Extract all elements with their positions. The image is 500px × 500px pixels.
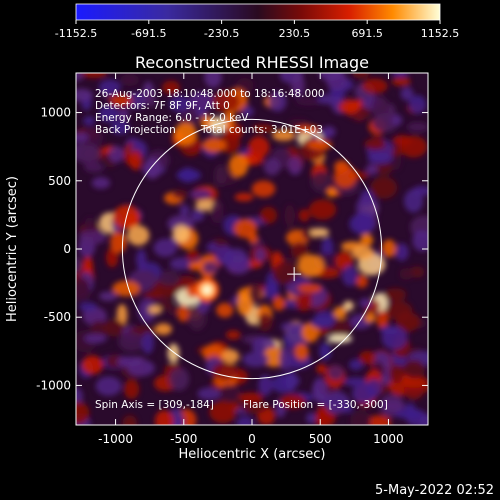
y-tick-label: 0 [63,242,71,256]
annotation-detectors: Detectors: 7F 8F 9F, Att 0 [95,100,230,112]
y-tick-label: 1000 [40,106,71,120]
annotation-spin-axis: Spin Axis = [309,-184] [95,399,214,411]
annotation-time-range: 26-Aug-2003 18:10:48.000 to 18:16:48.000 [95,88,325,100]
y-tick-label: -500 [44,310,71,324]
plot-area [75,72,429,426]
y-tick-label: -1000 [36,378,71,392]
solar-limb-circle [121,118,383,380]
colorbar-tick-label: -230.5 [204,27,239,40]
y-tick-label: 500 [48,174,71,188]
colorbar-tick-label: -691.5 [131,27,166,40]
annotation-block: 26-Aug-2003 18:10:48.000 to 18:16:48.000… [95,88,388,411]
colorbar-axis: -1152.5 -691.5 -230.5 230.5 691.5 1152.5 [55,20,459,40]
colorbar-tick-label: 691.5 [351,27,383,40]
x-tick-label: 0 [248,432,256,446]
timestamp: 5-May-2022 02:52 [375,483,494,498]
colorbar-tick-label: 1152.5 [421,27,460,40]
x-tick-label: -1000 [98,432,133,446]
annotation-total-counts: Total counts: 3.01E+03 [200,124,323,136]
spin-axis-marker [287,267,302,282]
annotation-flare-position: Flare Position = [-330,-300] [243,399,388,411]
annotation-energy-range: Energy Range: 6.0 - 12.0 keV [95,112,249,124]
x-tick-label: 500 [309,432,332,446]
x-tick-label: 1000 [373,432,404,446]
x-axis: -1000 -500 0 500 1000 [98,73,404,446]
y-axis: -1000 -500 0 500 1000 [36,106,428,392]
annotation-method: Back Projection [95,124,176,136]
colorbar [75,3,441,21]
x-tick-label: -500 [170,432,197,446]
colorbar-tick-label: -1152.5 [55,27,97,40]
y-axis-label: Heliocentric Y (arcsec) [5,176,20,322]
chart-title: Reconstructed RHESSI Image [135,53,369,72]
x-axis-label: Heliocentric X (arcsec) [179,447,326,462]
heatmap-image [76,73,428,425]
colorbar-tick-label: 230.5 [279,27,311,40]
